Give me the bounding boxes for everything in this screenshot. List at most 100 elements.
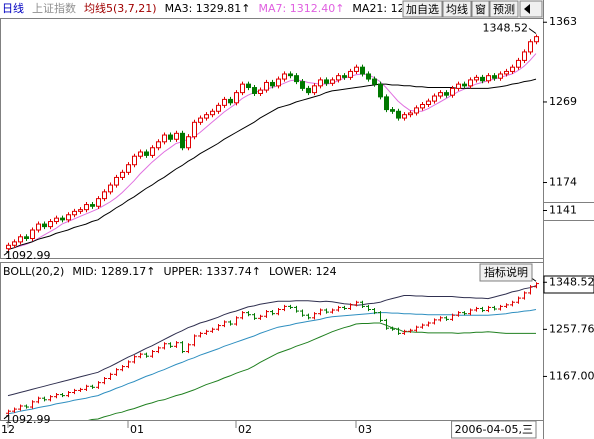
high-pointer	[528, 28, 537, 34]
header-label: MA3: 1329.81↑	[165, 2, 251, 15]
x-tick-label: 03	[358, 423, 372, 436]
candle-body	[66, 214, 71, 221]
candle-body	[60, 217, 65, 221]
candle-body	[426, 100, 431, 106]
candle-body	[492, 75, 497, 79]
candle-body	[210, 110, 215, 116]
toolbar-button[interactable]	[471, 0, 490, 18]
y-tick-label: 1257.76	[549, 322, 594, 335]
candle-body	[468, 79, 473, 87]
candle-body	[282, 73, 287, 80]
candle-body	[408, 112, 413, 116]
candle-body	[294, 75, 299, 83]
candle-body	[516, 59, 521, 68]
candle-body	[372, 78, 377, 85]
candle-body	[252, 87, 257, 94]
candle-body	[348, 70, 353, 78]
low-pointer	[3, 250, 10, 256]
candle-body	[138, 151, 143, 157]
toolbar-button-label[interactable]: 预测	[493, 3, 515, 16]
candle-body	[144, 151, 149, 156]
candle-body	[168, 134, 173, 140]
header-label: 日线	[2, 1, 24, 15]
candle-body	[258, 89, 263, 94]
candle-body	[42, 223, 47, 228]
bottom-panel: 1348.521257.761167.001348.521092.99BOLL(…	[3, 263, 594, 426]
candle-body	[150, 147, 155, 156]
candle-body	[120, 171, 125, 178]
indicator-help-button[interactable]	[479, 263, 533, 282]
candle-body	[234, 92, 239, 104]
candle-body	[108, 184, 113, 193]
header-label: MID: 1289.17↑	[72, 265, 155, 278]
candle-body	[366, 73, 371, 80]
candle-body	[78, 209, 83, 212]
candle-body	[246, 83, 251, 89]
candle-body	[12, 241, 17, 246]
candle-body	[54, 217, 59, 223]
candle-body	[96, 198, 101, 207]
candle-body	[6, 244, 11, 250]
x-tick-label: 12	[1, 423, 15, 436]
candle-body	[36, 223, 41, 231]
candle-body	[30, 229, 35, 239]
candle-body	[102, 191, 107, 200]
header-label: 均线5(3,7,21)	[84, 1, 157, 15]
candle-body	[306, 87, 311, 94]
candle-body	[126, 164, 131, 173]
candle-body	[300, 81, 305, 89]
header-label: MA21: 1287	[352, 2, 418, 15]
x-tick-label: 02	[238, 423, 252, 436]
candle-body	[336, 75, 341, 81]
candle-body	[216, 104, 221, 112]
toolbar-arrow-button[interactable]	[519, 0, 543, 18]
candle-body	[486, 75, 491, 82]
candle-body	[204, 114, 209, 119]
indicator-line	[7, 285, 537, 397]
candle-body	[18, 236, 23, 243]
candle-body	[318, 79, 323, 87]
top-panel: 1363 1269 1174 1141 1348.52 1092.99	[3, 15, 577, 262]
y-tick-label: 1167.00	[549, 369, 594, 382]
low-annotation: 1092.99	[5, 249, 51, 262]
candle-body	[228, 98, 233, 104]
toolbar-button-label[interactable]: 加自选	[406, 3, 439, 16]
top-header: 日线 上证指数 均线5(3,7,21) MA3: 1329.81↑ MA7: 1312.…	[2, 1, 418, 15]
toolbar-button[interactable]	[442, 0, 472, 18]
candle-body	[84, 204, 89, 211]
toolbar-button[interactable]	[489, 0, 519, 18]
candle-body	[438, 92, 443, 97]
candle-body	[276, 78, 281, 87]
candle-body	[522, 51, 527, 61]
header-label: 上证指数	[32, 1, 76, 15]
toolbar-arrow-icon[interactable]	[524, 4, 530, 14]
candle-body	[330, 79, 335, 84]
candle-body	[222, 98, 227, 106]
high-annotation: 1348.52	[483, 22, 529, 35]
date-cursor-box	[451, 420, 537, 439]
candle-body	[324, 79, 329, 84]
indicator-help-label[interactable]: 指标说明	[484, 265, 528, 279]
header-label: UPPER: 1337.74↑	[163, 265, 260, 278]
candle-body	[504, 70, 509, 75]
header-label: LOWER: 124	[269, 265, 337, 278]
candle-body	[354, 66, 359, 72]
toolbar: 加自选 均线窗预测	[402, 0, 543, 18]
candle-body	[432, 95, 437, 102]
candle-body	[156, 141, 161, 149]
candle-body	[180, 132, 185, 149]
candle-body	[198, 117, 203, 123]
toolbar-button[interactable]	[402, 0, 443, 18]
candle-body	[312, 85, 317, 94]
x-axis: 12 01 02 03 2006-04-05,三	[1, 420, 537, 439]
candle-body	[402, 114, 407, 119]
toolbar-button-label[interactable]: 窗	[475, 2, 486, 16]
y-tick-label: 1348.52	[549, 275, 594, 288]
indicator-line	[7, 309, 537, 415]
candle-body	[420, 104, 425, 109]
x-tick-label: 2006-04-05,三	[455, 423, 533, 436]
current-price-box	[543, 275, 594, 294]
candle-body	[264, 81, 269, 91]
toolbar-button-label[interactable]: 均线	[446, 2, 468, 16]
